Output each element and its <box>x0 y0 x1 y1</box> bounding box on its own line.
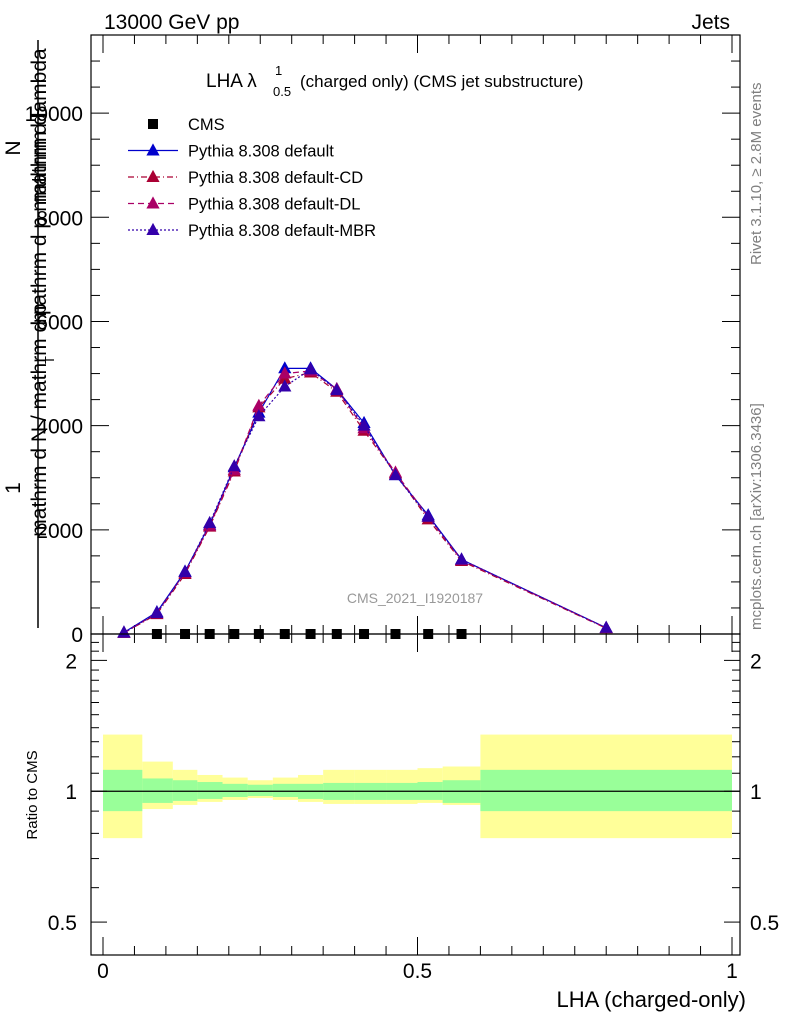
series-marker <box>421 509 435 522</box>
x-tick-label: 1 <box>726 960 738 983</box>
ratio-ytick-label: 2 <box>65 650 77 673</box>
legend-label: Pythia 8.308 default-CD <box>188 169 363 187</box>
ratio-ytick-label-right: 1 <box>750 781 762 804</box>
series-marker <box>278 366 292 379</box>
x-tick-label: 0.5 <box>403 960 432 983</box>
legend-label: Pythia 8.308 default-MBR <box>188 222 376 240</box>
ratio-frame <box>90 633 741 956</box>
x-axis-label: LHA (charged-only) <box>556 987 746 1012</box>
main-ytick-label: 0 <box>71 624 83 647</box>
series-marker <box>388 467 403 481</box>
legend: CMS Pythia 8.308 default Pythia 8.308 defa… <box>128 116 376 240</box>
series-marker <box>330 383 344 396</box>
ratio-plot: 0.5 0.5 1 1 2 2 0 0.5 1 <box>48 633 779 983</box>
series-marker <box>227 459 241 472</box>
legend-marker-cms <box>148 119 158 129</box>
main-ytick-label: 10000 <box>25 103 83 126</box>
series-marker <box>178 564 192 577</box>
ratio-ytick-label: 0.5 <box>48 912 77 935</box>
title-sup: 1 <box>275 63 282 78</box>
ratio-band-inner <box>272 783 298 797</box>
legend-marker <box>146 143 160 156</box>
title-main: LHA λ <box>206 71 257 92</box>
ratio-ytick-label-right: 2 <box>750 650 762 673</box>
series-marker <box>303 362 318 375</box>
series-line <box>123 368 607 634</box>
ratio-band-inner <box>222 783 248 797</box>
legend-label: Pythia 8.308 default <box>188 143 334 161</box>
header-left: 13000 GeV pp <box>104 11 239 34</box>
legend-label: Pythia 8.308 default-DL <box>188 196 360 214</box>
ratio-ytick-label: 1 <box>65 781 77 804</box>
main-ytick-label: 8000 <box>36 207 83 230</box>
legend-label: CMS <box>188 116 225 134</box>
title-rest: (charged only) (CMS jet substructure) <box>300 72 583 91</box>
ylabel-den3: mathrm d lambda <box>28 48 51 212</box>
ratio-band-inner <box>247 784 273 797</box>
legend-marker <box>146 222 160 235</box>
ratio-band-inner <box>103 769 143 812</box>
series-marker <box>252 409 266 422</box>
analysis-watermark: CMS_2021_I1920187 <box>347 590 483 606</box>
ratio-ytick-label-right: 0.5 <box>750 912 779 935</box>
series-marker <box>599 620 613 633</box>
series-marker <box>150 606 164 619</box>
ylabel-den: mathrm d N / mathrm d p <box>28 303 51 536</box>
ylabel-sub: T <box>42 356 57 364</box>
series-marker <box>357 418 371 431</box>
ylabel-num2: N <box>2 140 25 155</box>
header-right: Jets <box>691 11 730 34</box>
svg-text:LHA λ: LHA λ <box>206 71 257 92</box>
main-ytick-label: 2000 <box>36 520 83 543</box>
series-marker <box>203 515 217 529</box>
series-line <box>123 370 607 634</box>
ratio-y-label: Ratio to CMS <box>24 750 41 839</box>
ylabel-num: mathrm d <box>28 114 51 203</box>
ratio-band-inner <box>480 769 732 812</box>
ylabel-den2: mathrm d p <box>28 217 51 323</box>
legend-marker <box>146 169 160 182</box>
main-y-label: 1 mathrm d N mathrm d N / mathrm d p mat… <box>2 40 57 628</box>
x-tick-label: 0 <box>97 960 109 983</box>
title-sub: 0.5 <box>273 84 291 99</box>
series-marker <box>117 625 131 638</box>
series-marker <box>252 398 266 411</box>
ratio-band-inner <box>197 782 223 799</box>
main-title: LHA λ 1 0.5 (charged only) (CMS jet subs… <box>206 63 583 99</box>
ylabel-num-top: 1 <box>2 482 25 494</box>
series-line <box>123 371 607 634</box>
ratio-band-inner <box>172 780 198 801</box>
main-ytick-label: 4000 <box>36 416 83 439</box>
series-marker <box>278 379 292 392</box>
main-plot: 0 2000 4000 6000 8000 10000 <box>25 34 741 647</box>
rivet-label: Rivet 3.1.10, ≥ 2.8M events <box>748 83 765 266</box>
mcplots-label: mcplots.cern.ch [arXiv:1306.3436] <box>748 403 765 630</box>
main-ytick-label: 6000 <box>36 311 83 334</box>
series-marker <box>454 552 469 565</box>
legend-marker <box>146 196 160 209</box>
